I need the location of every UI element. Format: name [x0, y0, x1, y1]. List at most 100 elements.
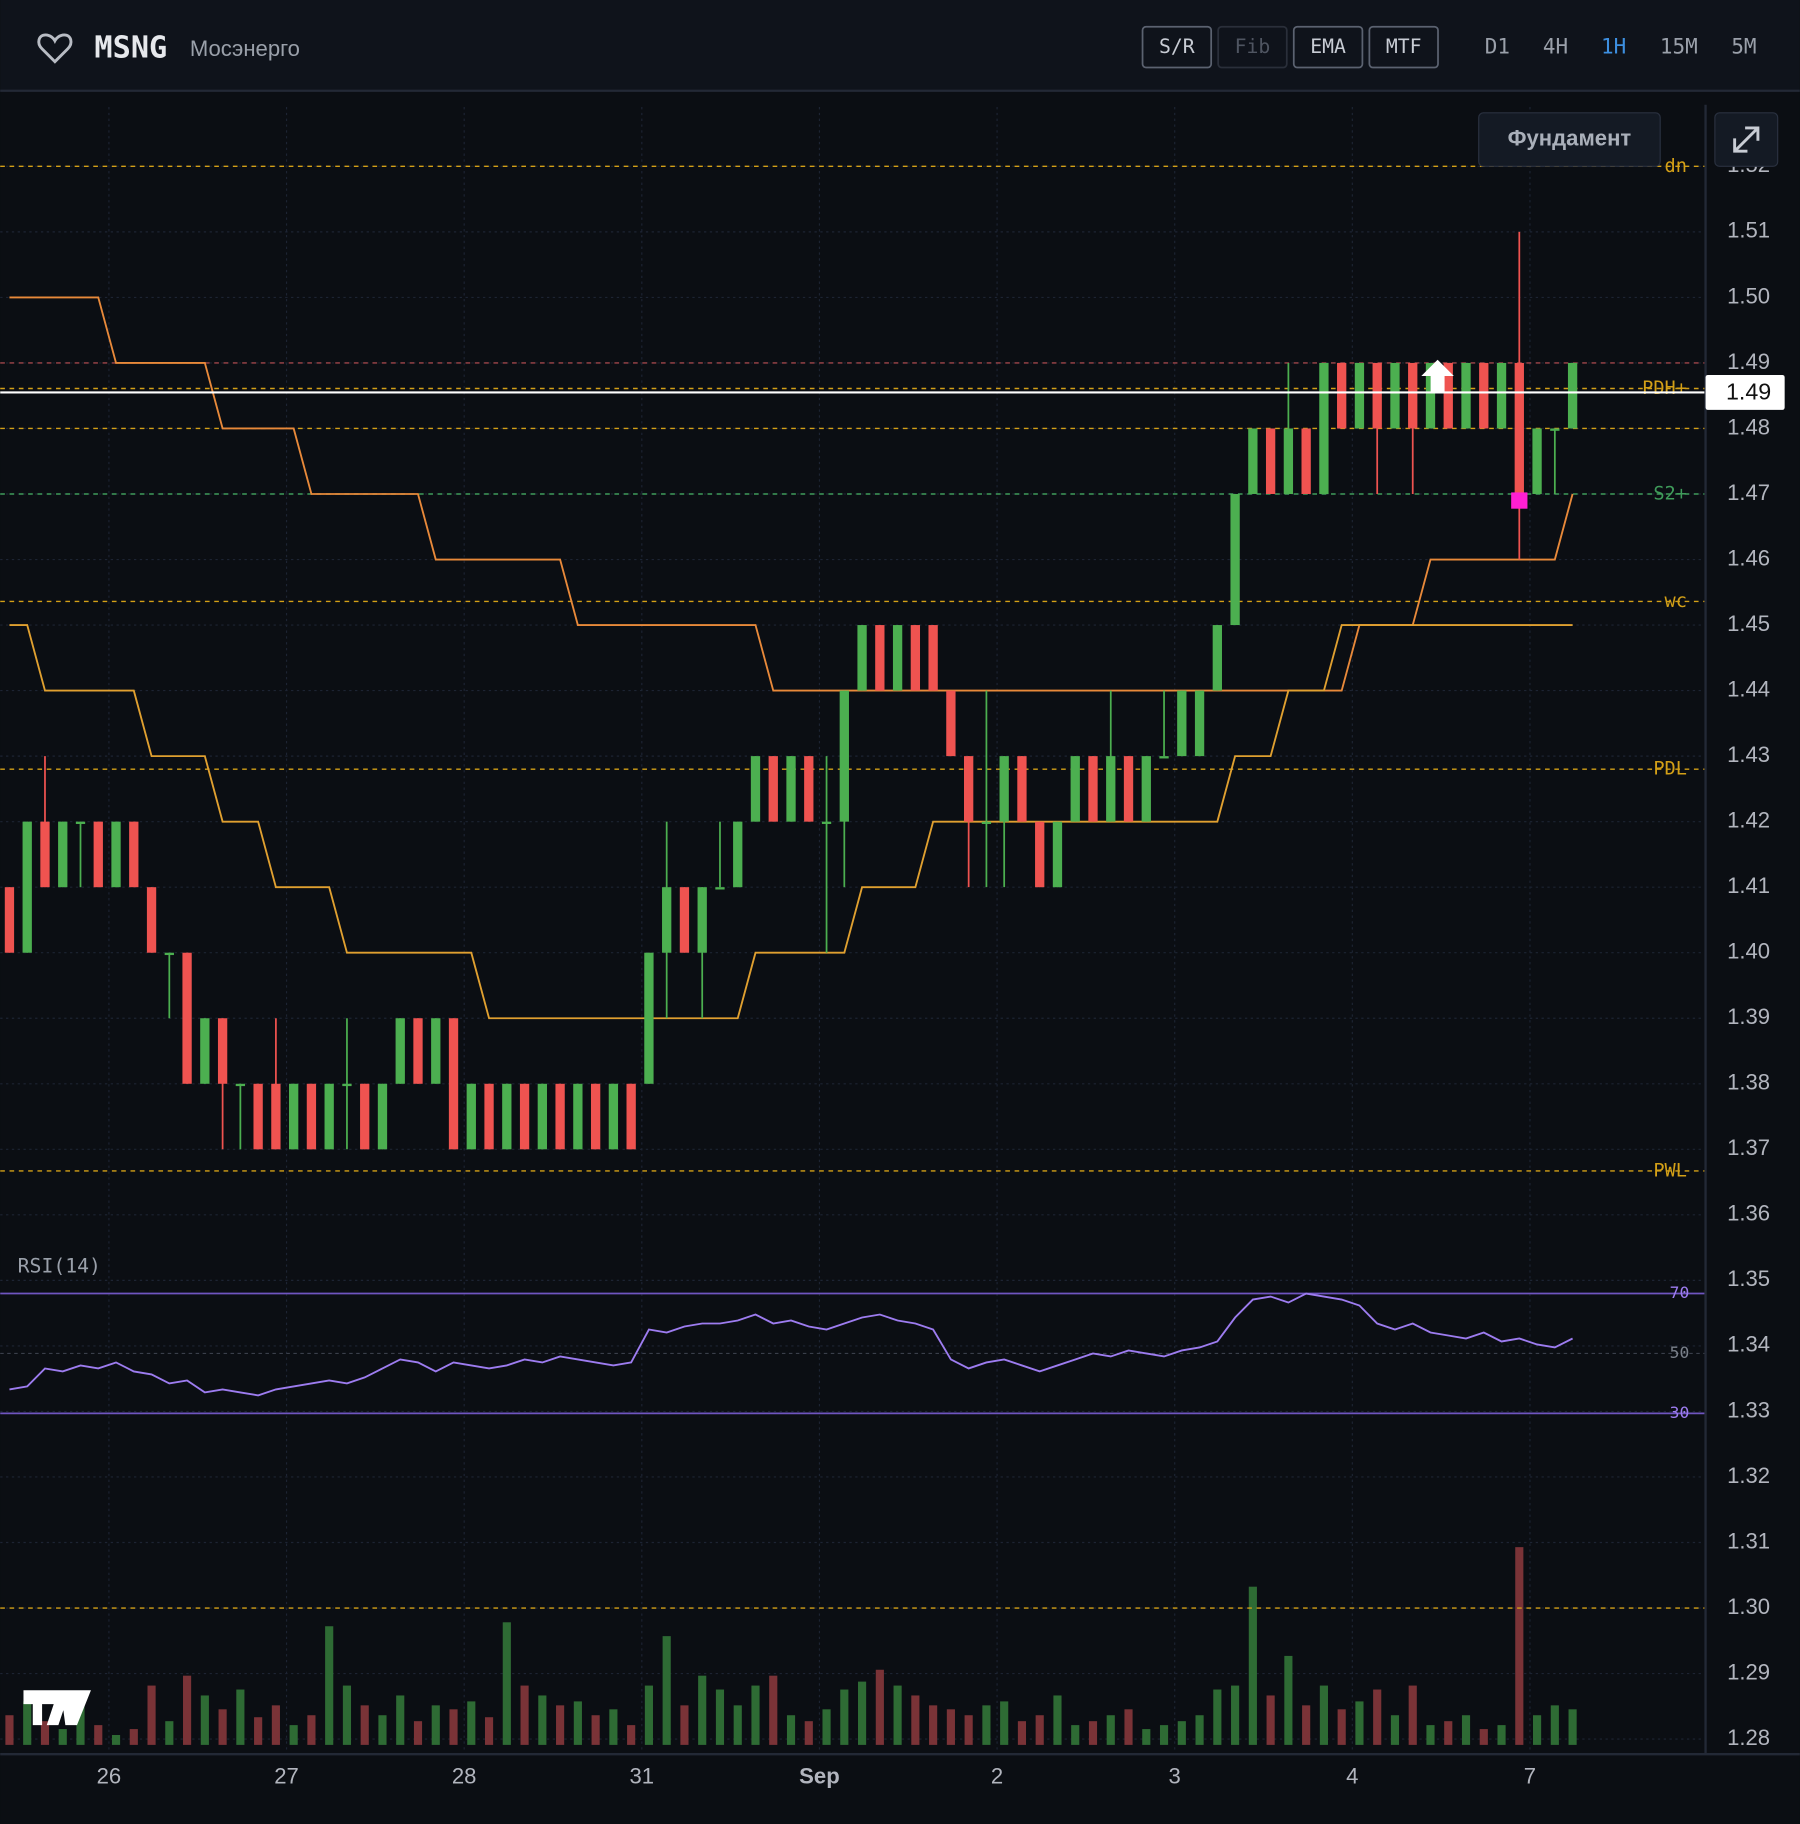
y-tick-label: 1.46 [1727, 545, 1770, 570]
candle-body [1337, 362, 1347, 429]
volume-bar [1159, 1725, 1169, 1745]
candle-body [537, 1083, 547, 1150]
marker [1421, 359, 1454, 393]
volume-bar [1088, 1721, 1098, 1745]
candle-body [1177, 690, 1187, 757]
y-tick-label: 1.50 [1727, 283, 1770, 308]
volume-bar [431, 1705, 440, 1745]
candle-body [1088, 756, 1098, 822]
volume-bar [627, 1725, 636, 1745]
y-tick-label: 1.37 [1727, 1135, 1770, 1160]
volume-bar [929, 1705, 938, 1745]
volume-bar [893, 1685, 902, 1745]
y-tick-label: 1.31 [1727, 1528, 1770, 1553]
x-tick-label: 7 [1524, 1763, 1536, 1788]
candle-body [1532, 428, 1542, 495]
volume-bar [680, 1705, 689, 1745]
expand-icon[interactable] [1733, 126, 1760, 153]
timeframe[interactable]: D1 [1485, 35, 1510, 59]
tool-label[interactable]: EMA [1310, 35, 1346, 58]
candle-body [857, 625, 867, 691]
x-tick-label: 3 [1169, 1763, 1181, 1788]
candle-body [324, 1083, 334, 1150]
candle-body [448, 1018, 459, 1150]
tool-label[interactable]: MTF [1386, 35, 1422, 58]
candle-body [679, 887, 690, 953]
candle-body [662, 887, 672, 953]
candle-body [182, 952, 192, 1084]
level-label: PWL [1653, 1160, 1687, 1181]
favorite-icon[interactable] [37, 33, 73, 64]
candle-body [946, 690, 956, 757]
tool-label[interactable]: S/R [1159, 35, 1195, 58]
tool-button[interactable] [1141, 25, 1213, 69]
y-tick-label: 1.51 [1727, 218, 1770, 243]
volume-bar [1532, 1715, 1542, 1745]
candle-body [306, 1083, 317, 1150]
volume-bar [769, 1675, 778, 1745]
candle-body [40, 821, 50, 888]
timeframe[interactable]: 5M [1731, 35, 1756, 59]
volume-bar [254, 1717, 263, 1745]
volume-bar [129, 1729, 138, 1745]
candle-body [999, 756, 1009, 822]
candle-body [253, 1083, 263, 1150]
x-tick-label: Sep [799, 1763, 840, 1788]
tool-button[interactable] [1292, 25, 1364, 69]
candle-body [750, 756, 761, 822]
volume-bar [520, 1685, 529, 1745]
volume-bar [378, 1715, 387, 1745]
y-tick-label: 1.29 [1727, 1659, 1770, 1684]
volume-bar [307, 1715, 316, 1745]
volume-bar [698, 1675, 707, 1745]
volume-bar [1390, 1715, 1400, 1745]
volume-bar [325, 1626, 334, 1745]
candle-body [910, 625, 921, 691]
volume-bar [786, 1715, 796, 1745]
y-tick-label: 1.42 [1727, 807, 1770, 832]
tool-button[interactable] [1368, 25, 1439, 69]
candle-body [377, 1083, 388, 1150]
tool-label[interactable]: Fib [1235, 35, 1271, 58]
candle-body [1141, 756, 1151, 822]
candle-body [1408, 362, 1418, 429]
volume-bar [1284, 1655, 1293, 1745]
fundamentals-label[interactable]: Фундамент [1508, 125, 1632, 150]
candle-body [644, 952, 654, 1084]
volume-bar [556, 1705, 565, 1745]
candle-body [573, 1083, 583, 1150]
timeframe[interactable]: 15M [1660, 35, 1698, 59]
timeframe[interactable]: 4H [1543, 35, 1568, 59]
volume-bar [76, 1705, 85, 1745]
volume-bar [662, 1636, 671, 1745]
level-label: PDH+ [1642, 378, 1687, 399]
fundamentals-button[interactable] [1478, 112, 1661, 167]
y-tick-label: 1.39 [1727, 1004, 1770, 1029]
overlay: Фундамент [23, 112, 1779, 1726]
candle-body [1159, 756, 1169, 759]
candle-body [1230, 494, 1240, 626]
candle-body [1479, 362, 1489, 429]
volume-bar [609, 1709, 618, 1745]
candle-body [1354, 362, 1365, 429]
candle-body [1496, 362, 1507, 429]
timeframe[interactable]: 1H [1601, 35, 1626, 59]
volume-bar [1195, 1715, 1204, 1745]
logo [23, 1690, 91, 1726]
volume-bar [396, 1695, 405, 1745]
candle-body [289, 1083, 299, 1150]
volume-bar [94, 1725, 103, 1745]
tool-button[interactable] [1217, 25, 1288, 69]
level-label: dn [1665, 156, 1687, 177]
volume-bar [1497, 1725, 1506, 1745]
volume-bar [840, 1689, 849, 1745]
y-tick-label: 1.36 [1727, 1201, 1770, 1226]
x-tick-label: 27 [274, 1763, 299, 1788]
volume-bar [484, 1717, 494, 1745]
volume-bar [467, 1701, 476, 1745]
y-tick-label: 1.35 [1727, 1266, 1770, 1291]
level-label: S2+ [1653, 484, 1687, 505]
rsi-title: RSI(14) [18, 1254, 101, 1277]
